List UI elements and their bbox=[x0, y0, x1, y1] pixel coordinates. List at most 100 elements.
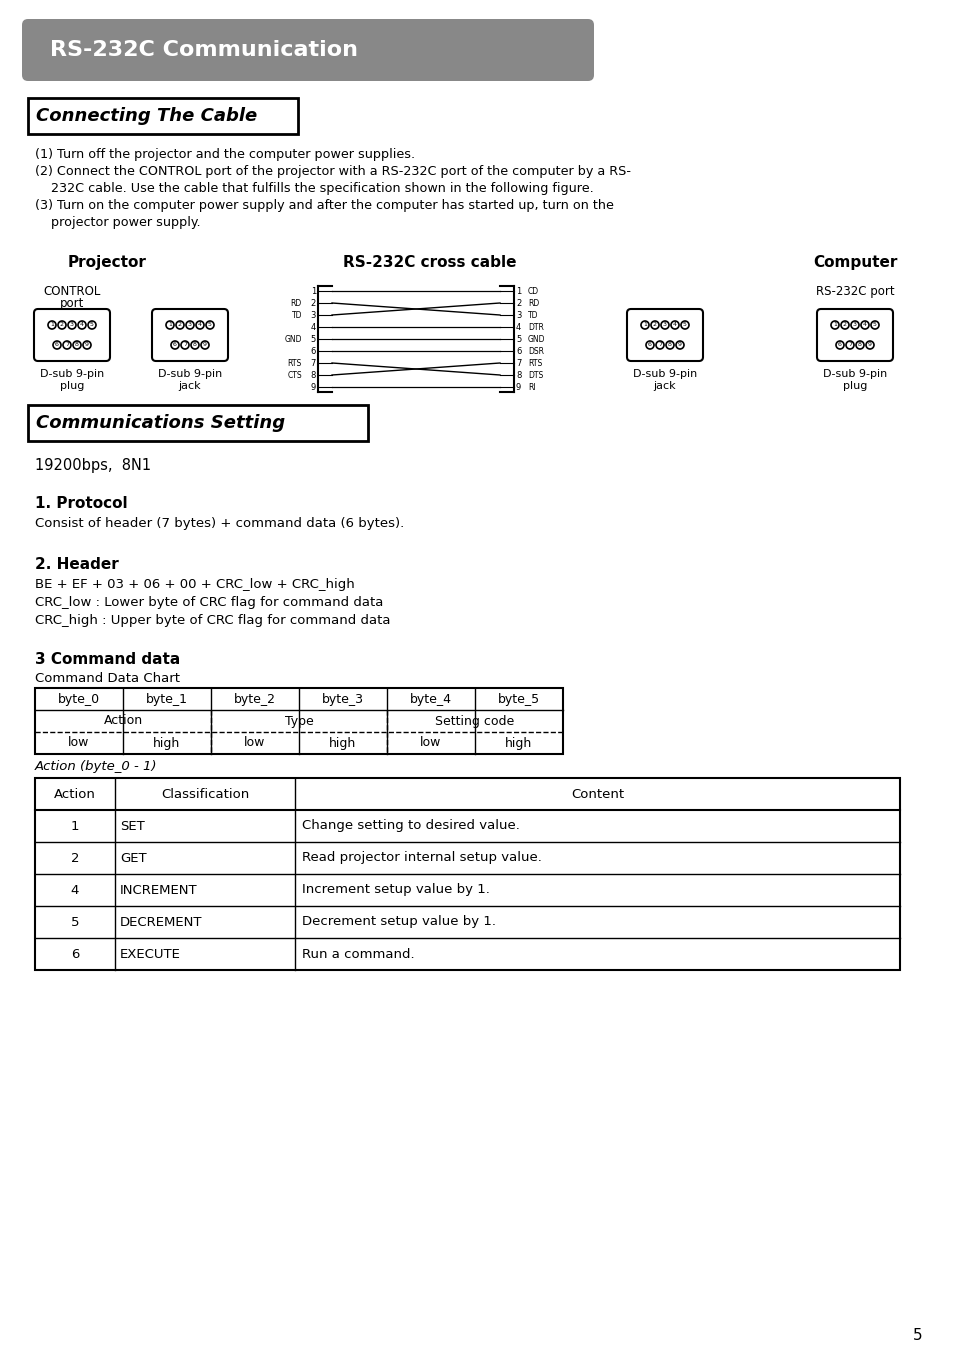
Text: 9: 9 bbox=[516, 382, 520, 392]
Text: Change setting to desired value.: Change setting to desired value. bbox=[302, 820, 519, 832]
Text: GND: GND bbox=[527, 335, 545, 344]
Text: byte_5: byte_5 bbox=[497, 692, 539, 706]
Text: 9: 9 bbox=[867, 343, 871, 347]
FancyBboxPatch shape bbox=[34, 309, 110, 360]
Text: 1. Protocol: 1. Protocol bbox=[35, 496, 128, 511]
Text: 6: 6 bbox=[172, 343, 176, 347]
Text: RTS: RTS bbox=[288, 359, 302, 367]
Text: port: port bbox=[60, 297, 84, 310]
Text: byte_1: byte_1 bbox=[146, 692, 188, 706]
Text: 7: 7 bbox=[516, 359, 521, 367]
FancyBboxPatch shape bbox=[22, 19, 594, 81]
Text: high: high bbox=[153, 737, 180, 749]
Text: TD: TD bbox=[527, 310, 537, 320]
Text: high: high bbox=[329, 737, 356, 749]
Text: Run a command.: Run a command. bbox=[302, 947, 415, 961]
Text: 5: 5 bbox=[682, 322, 686, 328]
Text: 1: 1 bbox=[642, 322, 646, 328]
Text: low: low bbox=[420, 737, 441, 749]
Text: 7: 7 bbox=[847, 343, 851, 347]
Text: 4: 4 bbox=[198, 322, 202, 328]
Text: Decrement setup value by 1.: Decrement setup value by 1. bbox=[302, 916, 496, 928]
Text: 3: 3 bbox=[188, 322, 192, 328]
Text: 1: 1 bbox=[516, 286, 520, 295]
Text: Setting code: Setting code bbox=[435, 714, 514, 728]
Text: GND: GND bbox=[284, 335, 302, 344]
Text: Connecting The Cable: Connecting The Cable bbox=[36, 107, 257, 125]
Text: DSR: DSR bbox=[527, 347, 543, 355]
Text: 4: 4 bbox=[672, 322, 677, 328]
Text: 1: 1 bbox=[168, 322, 172, 328]
Text: Type: Type bbox=[284, 714, 313, 728]
Text: DECREMENT: DECREMENT bbox=[120, 916, 202, 928]
Text: 2: 2 bbox=[60, 322, 64, 328]
Text: Action: Action bbox=[103, 714, 142, 728]
Text: CD: CD bbox=[527, 286, 538, 295]
Text: 5: 5 bbox=[912, 1328, 922, 1343]
Text: 19200bps,  8N1: 19200bps, 8N1 bbox=[35, 458, 151, 473]
Text: 8: 8 bbox=[75, 343, 79, 347]
Text: 3: 3 bbox=[70, 322, 74, 328]
FancyBboxPatch shape bbox=[626, 309, 702, 360]
Text: 2: 2 bbox=[71, 851, 79, 864]
Bar bbox=[28, 98, 297, 134]
Text: 5: 5 bbox=[71, 916, 79, 928]
Text: 9: 9 bbox=[203, 343, 207, 347]
Text: SET: SET bbox=[120, 820, 145, 832]
Text: RTS: RTS bbox=[527, 359, 541, 367]
Text: 2: 2 bbox=[516, 298, 520, 308]
Text: byte_4: byte_4 bbox=[410, 692, 452, 706]
Text: Read projector internal setup value.: Read projector internal setup value. bbox=[302, 851, 541, 864]
Text: 3: 3 bbox=[516, 310, 521, 320]
Text: GET: GET bbox=[120, 851, 147, 864]
Text: Action (byte_0 - 1): Action (byte_0 - 1) bbox=[35, 760, 157, 772]
Text: INCREMENT: INCREMENT bbox=[120, 883, 197, 897]
Text: jack: jack bbox=[653, 381, 676, 392]
Text: 4: 4 bbox=[71, 883, 79, 897]
Text: low: low bbox=[69, 737, 90, 749]
Text: CRC_low : Lower byte of CRC flag for command data: CRC_low : Lower byte of CRC flag for com… bbox=[35, 596, 383, 608]
Text: 7: 7 bbox=[311, 359, 315, 367]
Text: Computer: Computer bbox=[812, 255, 896, 270]
FancyBboxPatch shape bbox=[152, 309, 228, 360]
Text: 8: 8 bbox=[516, 370, 521, 379]
Text: D-sub 9-pin: D-sub 9-pin bbox=[40, 369, 104, 379]
Text: D-sub 9-pin: D-sub 9-pin bbox=[822, 369, 886, 379]
Text: 8: 8 bbox=[311, 370, 315, 379]
Text: 3: 3 bbox=[662, 322, 666, 328]
FancyBboxPatch shape bbox=[816, 309, 892, 360]
Text: jack: jack bbox=[178, 381, 201, 392]
Text: 7: 7 bbox=[183, 343, 187, 347]
Text: Classification: Classification bbox=[161, 787, 249, 801]
Text: RD: RD bbox=[527, 298, 538, 308]
Text: 3 Command data: 3 Command data bbox=[35, 652, 180, 667]
Text: 7: 7 bbox=[658, 343, 661, 347]
Text: 4: 4 bbox=[311, 322, 315, 332]
Text: CTS: CTS bbox=[287, 370, 302, 379]
Text: 2. Header: 2. Header bbox=[35, 557, 118, 572]
Text: (2) Connect the CONTROL port of the projector with a RS-232C port of the compute: (2) Connect the CONTROL port of the proj… bbox=[35, 165, 630, 178]
Text: low: low bbox=[244, 737, 265, 749]
Text: 5: 5 bbox=[872, 322, 876, 328]
Text: 6: 6 bbox=[647, 343, 651, 347]
Text: byte_2: byte_2 bbox=[233, 692, 275, 706]
Text: 1: 1 bbox=[50, 322, 54, 328]
Text: byte_0: byte_0 bbox=[58, 692, 100, 706]
Text: plug: plug bbox=[841, 381, 866, 392]
Text: 5: 5 bbox=[208, 322, 212, 328]
Text: 6: 6 bbox=[55, 343, 59, 347]
Bar bbox=[35, 688, 562, 753]
Text: 2: 2 bbox=[842, 322, 846, 328]
Text: 232C cable. Use the cable that fulfills the specification shown in the following: 232C cable. Use the cable that fulfills … bbox=[35, 182, 593, 195]
Text: RS-232C cross cable: RS-232C cross cable bbox=[343, 255, 517, 270]
Text: 6: 6 bbox=[837, 343, 841, 347]
Text: plug: plug bbox=[60, 381, 84, 392]
Text: RS-232C port: RS-232C port bbox=[815, 285, 893, 298]
Text: 2: 2 bbox=[652, 322, 657, 328]
Text: high: high bbox=[505, 737, 532, 749]
Text: 8: 8 bbox=[667, 343, 671, 347]
Text: Command Data Chart: Command Data Chart bbox=[35, 672, 180, 686]
Text: 9: 9 bbox=[85, 343, 89, 347]
Text: TD: TD bbox=[292, 310, 302, 320]
Text: 1: 1 bbox=[71, 820, 79, 832]
